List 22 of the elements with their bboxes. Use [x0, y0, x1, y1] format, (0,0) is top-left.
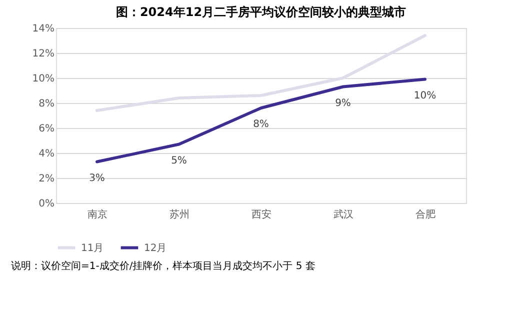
data-label: 9% — [335, 98, 351, 109]
y-tick-label: 2% — [38, 174, 54, 184]
data-label: 10% — [414, 90, 436, 102]
chart-title: 图：2024年12月二手房平均议价空间较小的典型城市 — [116, 5, 406, 19]
legend-label: 11月 — [81, 242, 104, 254]
x-tick-label: 合肥 — [416, 208, 436, 220]
legend-label: 12月 — [144, 242, 167, 254]
data-label: 8% — [253, 119, 269, 130]
data-label: 5% — [171, 155, 187, 166]
y-tick-label: 4% — [38, 148, 54, 160]
y-tick-label: 14% — [32, 24, 54, 34]
x-tick-label: 西安 — [252, 208, 272, 220]
x-tick-label: 武汉 — [334, 208, 354, 220]
y-tick-label: 10% — [32, 74, 54, 84]
data-label: 3% — [89, 172, 105, 184]
y-tick-label: 6% — [38, 124, 54, 134]
y-tick-label: 0% — [38, 198, 54, 210]
text: 说明：议价空间=1-成交价/挂牌价，样本项目当月成交均不小于 5 套 — [11, 260, 316, 272]
y-tick-label: 12% — [32, 48, 54, 60]
y-tick-label: 8% — [38, 98, 54, 110]
x-tick-label: 苏州 — [170, 208, 190, 220]
x-tick-label: 南京 — [88, 208, 108, 220]
